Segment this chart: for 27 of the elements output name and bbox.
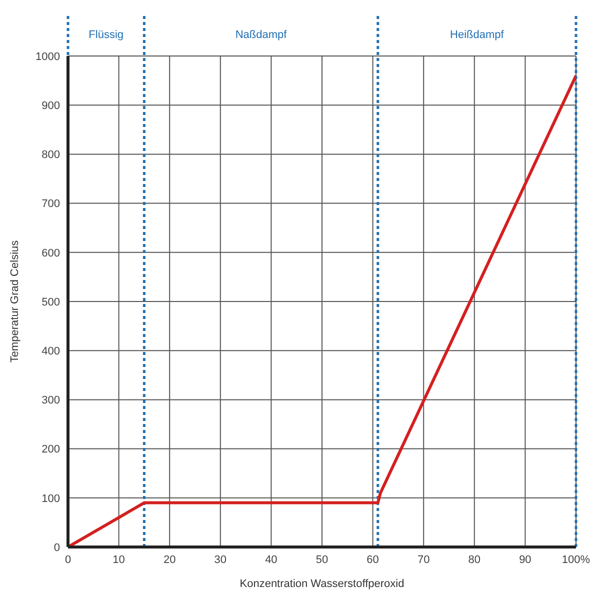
y-tick-label: 300 [42, 394, 60, 407]
x-tick-label: 30 [214, 554, 227, 566]
y-tick-label: 200 [42, 444, 60, 456]
y-tick-label: 400 [42, 346, 60, 358]
y-tick-label: 1000 [36, 50, 60, 63]
y-tick-label: 800 [42, 149, 60, 162]
y-tick-label: 500 [42, 296, 60, 308]
x-tick-label: 100% [562, 554, 590, 566]
x-tick-label: 70 [417, 554, 430, 566]
x-tick-label: 90 [519, 554, 532, 566]
x-tick-label: 20 [163, 554, 176, 566]
x-axis-title: Konzentration Wasserstoffperoxid [240, 578, 404, 590]
x-tick-label: 10 [112, 554, 125, 566]
y-tick-label: 900 [42, 100, 60, 112]
y-tick-label: 700 [42, 198, 60, 210]
text: Naßdampf [235, 29, 288, 41]
y-axis-title: Temperatur Grad Celsius [8, 240, 21, 363]
text: Heißdampf [450, 29, 505, 41]
y-tick-label: 600 [42, 247, 60, 260]
x-tick-label: 80 [468, 554, 481, 566]
x-tick-label: 60 [366, 554, 379, 566]
y-tick-label: 100 [42, 492, 60, 505]
x-tick-label: 0 [64, 554, 72, 566]
y-tick-label: 0 [54, 542, 60, 554]
text: Flüssig [88, 29, 124, 41]
x-tick-label: 40 [265, 554, 278, 566]
x-tick-label: 50 [316, 554, 328, 566]
